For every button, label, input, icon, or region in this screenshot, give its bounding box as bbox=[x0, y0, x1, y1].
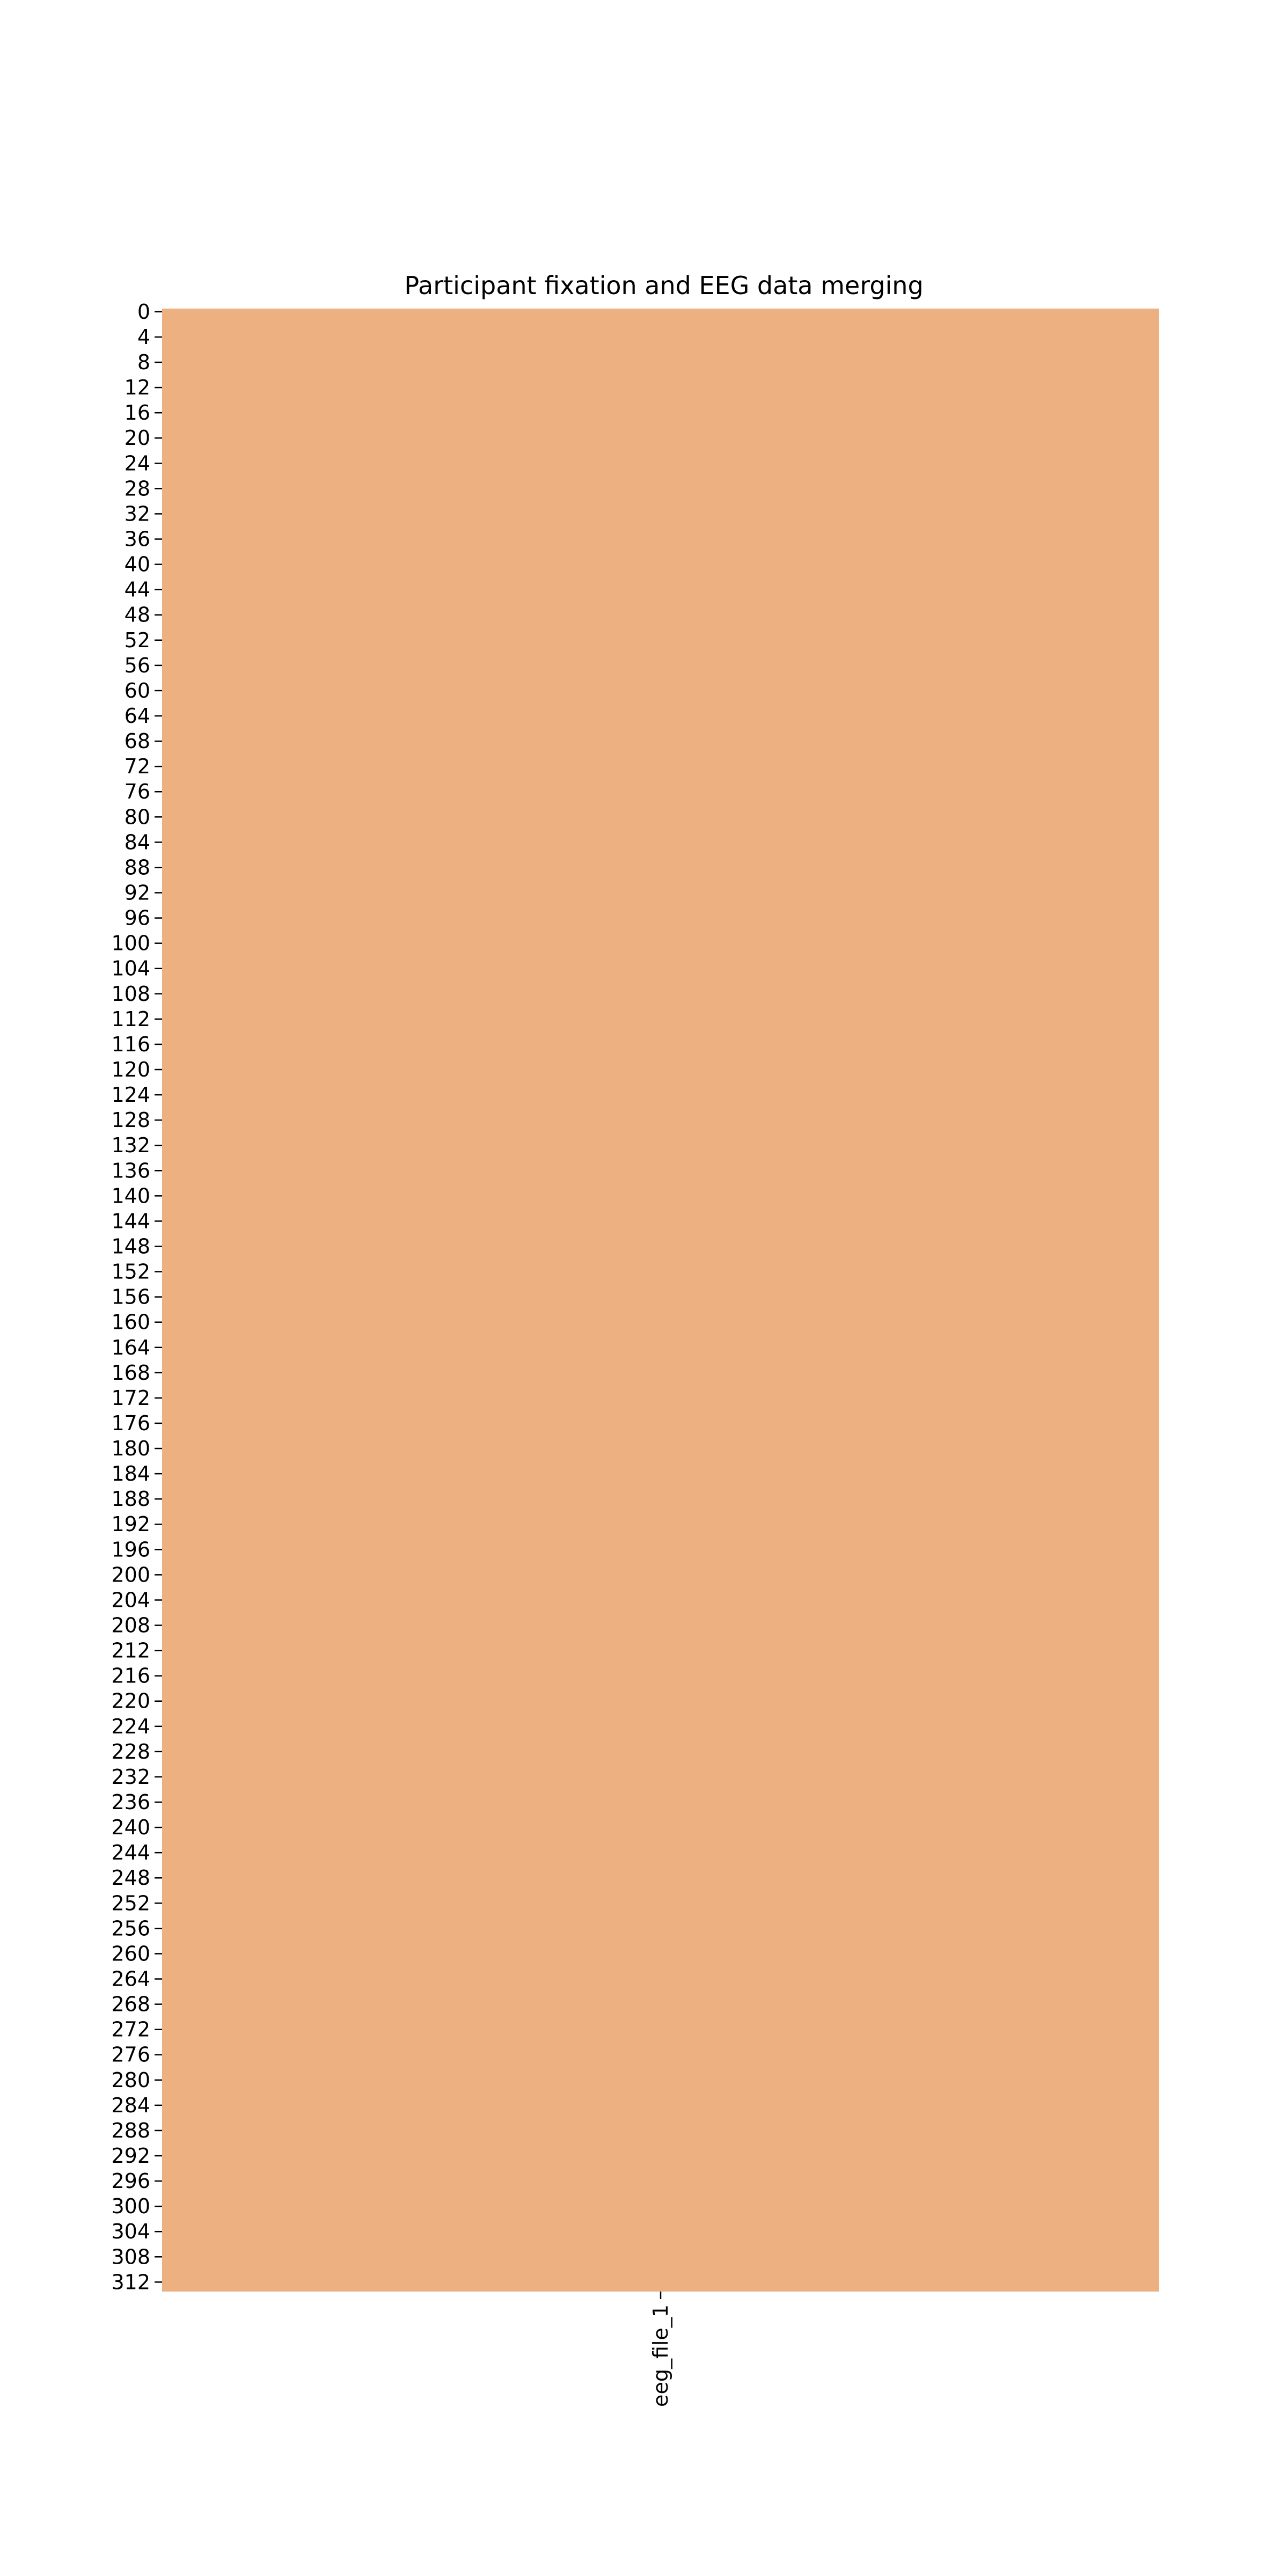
y-tick-label: 180 bbox=[111, 1437, 150, 1460]
y-tick-label: 160 bbox=[111, 1311, 150, 1334]
y-tick-label: 304 bbox=[111, 2220, 150, 2243]
y-tick-label: 288 bbox=[111, 2119, 150, 2142]
y-tick-label: 148 bbox=[111, 1234, 150, 1258]
y-tick-label: 124 bbox=[111, 1083, 150, 1107]
y-tick-label: 248 bbox=[111, 1866, 150, 1890]
y-tick-label: 272 bbox=[111, 2018, 150, 2041]
y-tick-label: 276 bbox=[111, 2043, 150, 2067]
y-tick-label: 92 bbox=[125, 881, 150, 904]
y-tick-label: 204 bbox=[111, 1588, 150, 1612]
y-tick-label: 76 bbox=[125, 780, 150, 803]
y-tick-label: 80 bbox=[125, 805, 150, 829]
y-tick-label: 144 bbox=[111, 1209, 150, 1233]
y-tick-label: 192 bbox=[111, 1512, 150, 1536]
y-tick-label: 280 bbox=[111, 2068, 150, 2092]
y-tick-label: 196 bbox=[111, 1538, 150, 1561]
x-tick-label: eeg_file_1 bbox=[649, 2304, 672, 2407]
heatmap-cell bbox=[162, 309, 1159, 2292]
y-tick-label: 88 bbox=[125, 855, 150, 879]
y-tick-label: 56 bbox=[125, 654, 150, 677]
y-tick-label: 32 bbox=[125, 502, 150, 525]
y-tick-label: 152 bbox=[111, 1260, 150, 1284]
y-tick-label: 16 bbox=[125, 401, 150, 425]
y-tick-label: 292 bbox=[111, 2144, 150, 2168]
y-tick-label: 284 bbox=[111, 2094, 150, 2117]
y-tick-label: 200 bbox=[111, 1563, 150, 1586]
y-tick-label: 20 bbox=[125, 426, 150, 450]
y-tick-label: 220 bbox=[111, 1689, 150, 1713]
y-tick-label: 260 bbox=[111, 1942, 150, 1965]
y-tick-label: 312 bbox=[111, 2270, 150, 2294]
y-tick-label: 52 bbox=[125, 628, 150, 652]
y-tick-label: 164 bbox=[111, 1336, 150, 1359]
chart-title: Participant fixation and EEG data mergin… bbox=[404, 271, 923, 300]
y-tick-label: 296 bbox=[111, 2169, 150, 2193]
y-tick-label: 300 bbox=[111, 2194, 150, 2218]
y-tick-label: 100 bbox=[111, 932, 150, 955]
y-tick-label: 184 bbox=[111, 1462, 150, 1485]
y-tick-label: 128 bbox=[111, 1108, 150, 1132]
y-tick-label: 72 bbox=[125, 755, 150, 778]
y-tick-label: 108 bbox=[111, 982, 150, 1006]
y-tick-label: 212 bbox=[111, 1639, 150, 1663]
plot-area bbox=[162, 309, 1159, 2292]
y-tick-label: 256 bbox=[111, 1916, 150, 1940]
y-tick-label: 216 bbox=[111, 1664, 150, 1688]
y-tick-label: 308 bbox=[111, 2245, 150, 2268]
y-tick-label: 96 bbox=[125, 906, 150, 930]
y-tick-label: 224 bbox=[111, 1715, 150, 1738]
y-tick-label: 264 bbox=[111, 1967, 150, 1991]
y-tick-label: 132 bbox=[111, 1133, 150, 1157]
y-tick-label: 136 bbox=[111, 1159, 150, 1182]
y-tick-label: 244 bbox=[111, 1841, 150, 1864]
y-tick-label: 0 bbox=[137, 300, 150, 324]
y-tick-label: 252 bbox=[111, 1891, 150, 1915]
y-tick-label: 36 bbox=[125, 528, 150, 551]
y-tick-label: 232 bbox=[111, 1765, 150, 1789]
y-tick-label: 176 bbox=[111, 1411, 150, 1435]
y-tick-label: 64 bbox=[125, 704, 150, 728]
y-tick-label: 140 bbox=[111, 1184, 150, 1208]
y-tick-label: 40 bbox=[125, 553, 150, 576]
y-tick-label: 12 bbox=[125, 376, 150, 399]
y-tick-label: 8 bbox=[137, 350, 150, 374]
y-tick-label: 208 bbox=[111, 1614, 150, 1637]
y-tick-label: 236 bbox=[111, 1790, 150, 1814]
y-tick-label: 24 bbox=[125, 451, 150, 475]
y-tick-label: 60 bbox=[125, 679, 150, 702]
y-tick-label: 240 bbox=[111, 1816, 150, 1839]
y-tick-label: 68 bbox=[125, 729, 150, 753]
y-tick-label: 28 bbox=[125, 477, 150, 500]
y-tick-label: 116 bbox=[111, 1033, 150, 1056]
y-tick-label: 44 bbox=[125, 578, 150, 602]
y-tick-label: 268 bbox=[111, 1993, 150, 2016]
y-tick-label: 228 bbox=[111, 1740, 150, 1763]
y-tick-label: 48 bbox=[125, 603, 150, 627]
y-tick-label: 168 bbox=[111, 1361, 150, 1385]
y-tick-label: 156 bbox=[111, 1285, 150, 1309]
y-tick-label: 120 bbox=[111, 1058, 150, 1081]
y-tick-label: 172 bbox=[111, 1386, 150, 1410]
y-tick-label: 4 bbox=[137, 325, 150, 349]
y-tick-label: 188 bbox=[111, 1487, 150, 1511]
y-axis: 0481216202428323640444852566064687276808… bbox=[111, 300, 162, 2294]
y-tick-label: 104 bbox=[111, 957, 150, 980]
x-axis: eeg_file_1 bbox=[649, 2292, 672, 2407]
y-tick-label: 112 bbox=[111, 1007, 150, 1031]
y-tick-label: 84 bbox=[125, 830, 150, 854]
